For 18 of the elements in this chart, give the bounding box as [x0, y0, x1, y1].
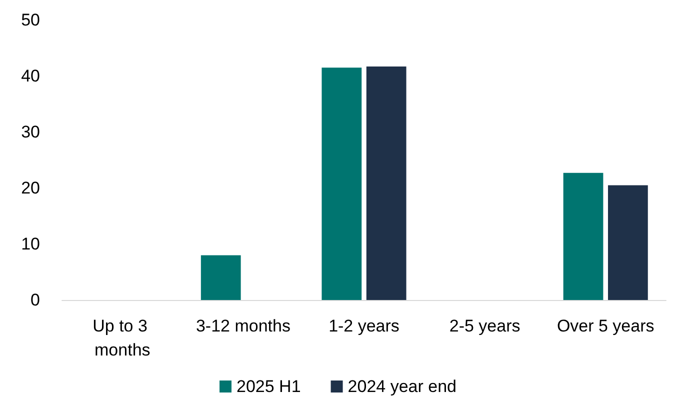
y-tick-label: 10 — [21, 234, 40, 254]
y-tick-label: 30 — [21, 122, 40, 142]
x-tick-label: 3-12 months — [196, 316, 290, 336]
x-tick-label: Over 5 years — [556, 316, 654, 336]
bar — [200, 255, 241, 300]
legend-label: 2024 year end — [348, 377, 456, 396]
x-tick-label: 1-2 years — [328, 316, 400, 336]
bar — [608, 185, 648, 300]
bar — [366, 66, 406, 300]
bar — [322, 68, 362, 300]
bar — [563, 172, 604, 300]
x-tick-label: Up to 3 months — [92, 316, 152, 360]
y-tick-label: 20 — [21, 178, 40, 198]
x-tick-label: 2-5 years — [449, 316, 520, 336]
y-tick-label: 0 — [30, 290, 40, 310]
y-tick-label: 50 — [21, 10, 40, 30]
y-tick-label: 40 — [21, 66, 40, 86]
legend-label: 2025 H1 — [236, 377, 301, 396]
